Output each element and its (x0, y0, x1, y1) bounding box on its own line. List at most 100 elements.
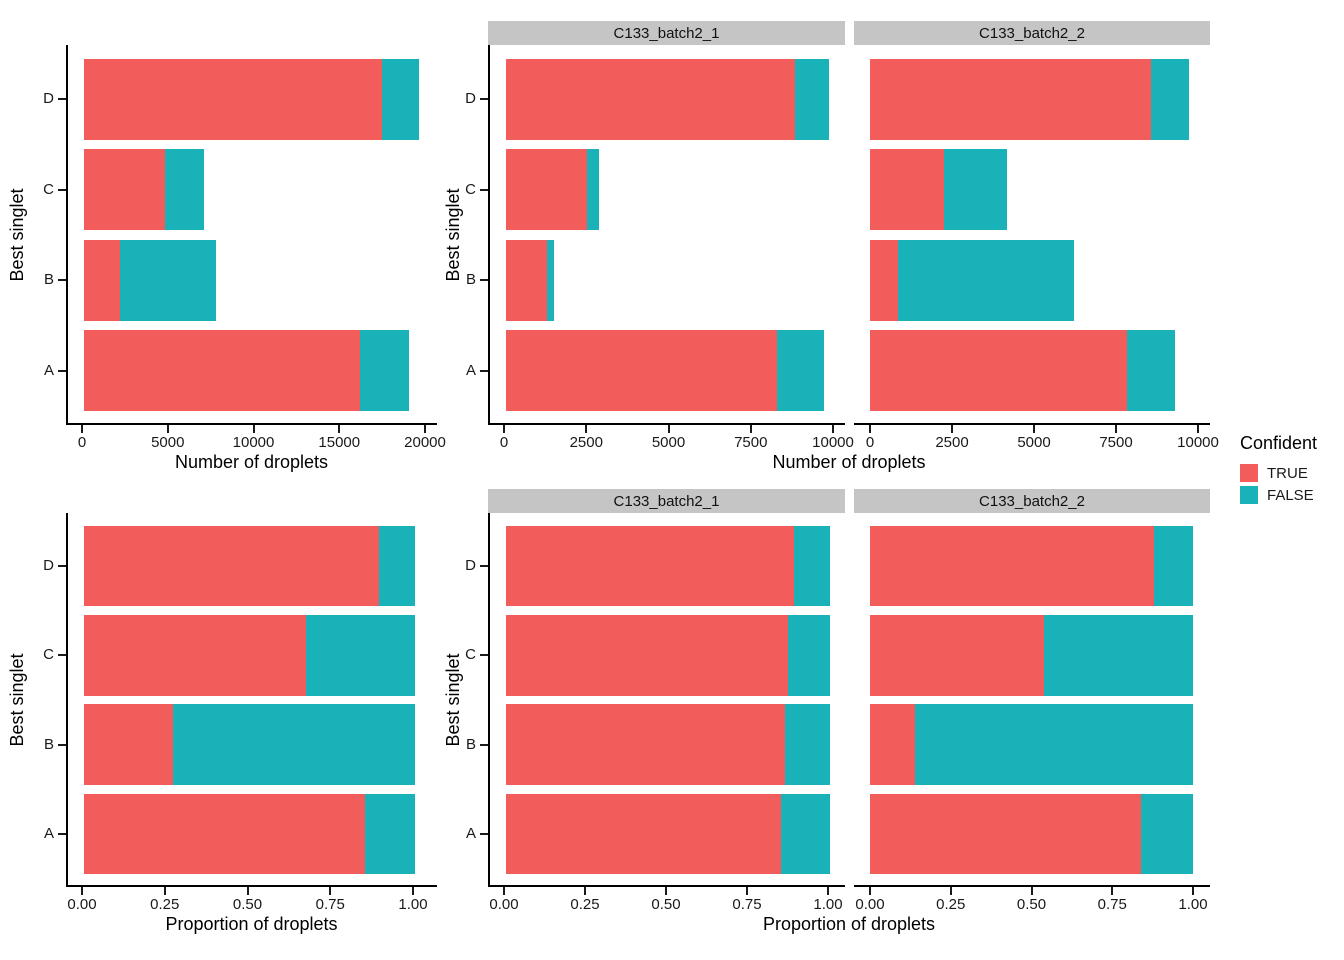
facet-strip: C133_batch2_2 (854, 21, 1210, 45)
facet-strip: C133_batch2_1 (488, 21, 845, 45)
bar-C-false-segment (787, 615, 830, 696)
x-tick-mark (81, 887, 83, 895)
bar-D-true-segment (870, 526, 1155, 607)
bar-A-true-segment (84, 793, 366, 874)
plot-panel (488, 513, 845, 887)
x-tick-mark (503, 425, 505, 433)
bar-A-true-segment (506, 793, 782, 874)
legend-title: Confident (1240, 433, 1318, 453)
y-category-label: B (43, 735, 54, 753)
y-tick-mark (58, 188, 66, 191)
bar-D-false-segment (378, 526, 415, 607)
x-tick-label: 5000 (651, 434, 686, 451)
y-category-label: A (465, 361, 476, 379)
y-tick-mark (480, 279, 488, 282)
y-category-label: B (43, 271, 54, 289)
x-tick-mark (832, 425, 834, 433)
x-tick-mark (166, 425, 169, 433)
plot-panel (854, 45, 1210, 425)
x-tick-mark (585, 425, 588, 433)
x-tick-mark (252, 425, 255, 433)
x-tick-mark (1111, 887, 1114, 895)
bar-D-true-segment (506, 58, 795, 140)
facet-strip: C133_batch2_2 (854, 489, 1210, 513)
x-tick-label: 2500 (569, 434, 603, 451)
x-tick-label: 5000 (1017, 434, 1051, 451)
x-tick-mark (1192, 887, 1194, 895)
x-tick-label: 0 (865, 434, 875, 451)
x-tick-label: 10000 (1177, 434, 1219, 451)
bar-D-true-segment (870, 58, 1152, 140)
x-tick-mark (338, 425, 341, 433)
y-tick-mark (480, 743, 488, 746)
plot-panel (488, 45, 845, 425)
x-axis-title: Proportion of droplets (165, 914, 338, 934)
bar-A-false-segment (781, 793, 830, 874)
bar-C-true-segment (84, 149, 165, 231)
bar-B-true-segment (870, 239, 898, 321)
legend-item-false: FALSE (1240, 486, 1344, 504)
bar-D-false-segment (794, 58, 829, 140)
x-tick-label: 2500 (935, 434, 969, 451)
y-tick-mark (480, 565, 488, 568)
y-tick-mark (58, 279, 66, 282)
x-tick-label: 0.25 (936, 896, 966, 913)
y-category-label: A (465, 824, 476, 842)
bar-A-false-segment (365, 793, 415, 874)
y-category-label: C (465, 180, 476, 198)
bar-C-true-segment (506, 149, 587, 231)
y-tick-mark (58, 832, 66, 835)
y-tick-mark (480, 654, 488, 657)
bar-C-false-segment (164, 149, 205, 231)
x-tick-mark (246, 887, 249, 895)
facet-strip-label: C133_batch2_2 (979, 24, 1085, 42)
x-tick-mark (949, 887, 952, 895)
bar-A-false-segment (1141, 793, 1193, 874)
plot-panel (66, 513, 437, 887)
bar-A-true-segment (506, 330, 777, 412)
bar-C-true-segment (870, 149, 945, 231)
x-tick-mark (869, 425, 871, 433)
chart-droplet-counts-combined: Best singlet 0 5000 10000 15000 20000 A B C D Numb… (0, 0, 470, 472)
x-tick-mark (827, 887, 829, 895)
x-tick-label: 7500 (734, 434, 768, 451)
y-category-label: A (43, 824, 54, 842)
x-tick-mark (746, 887, 748, 895)
x-tick-mark (749, 425, 752, 433)
x-tick-label: 10000 (812, 434, 854, 451)
bar-D-true-segment (84, 58, 382, 140)
x-tick-mark (665, 887, 667, 895)
x-tick-label: 0.25 (150, 896, 180, 913)
bar-A-true-segment (870, 330, 1128, 412)
x-axis-title: Number of droplets (772, 452, 926, 472)
bar-B-true-segment (506, 239, 548, 321)
x-tick-mark (1115, 425, 1117, 433)
plot-panel (854, 513, 1210, 887)
bar-B-true-segment (84, 704, 174, 785)
x-tick-label: 7500 (1099, 434, 1133, 451)
x-tick-mark (1033, 425, 1035, 433)
x-tick-mark (667, 425, 670, 433)
facet-strip-label: C133_batch2_1 (613, 492, 720, 510)
bar-D-false-segment (381, 58, 420, 140)
bar-B-true-segment (84, 239, 120, 321)
x-tick-label: 0.25 (570, 896, 600, 913)
bar-C-false-segment (1044, 615, 1193, 696)
y-category-label: B (465, 735, 476, 753)
x-tick-mark (424, 425, 426, 433)
facet-strip-label: C133_batch2_2 (979, 492, 1085, 510)
bar-C-false-segment (944, 149, 1008, 231)
bar-C-true-segment (84, 615, 306, 696)
legend-swatch-true-icon (1240, 464, 1258, 482)
y-tick-mark (480, 98, 488, 101)
x-tick-label: 0.75 (1097, 896, 1127, 913)
x-tick-label: 0.50 (651, 896, 681, 913)
facet-strip: C133_batch2_1 (488, 489, 845, 513)
x-tick-mark (869, 887, 871, 895)
bar-D-false-segment (1151, 58, 1190, 140)
x-tick-mark (951, 425, 953, 433)
x-tick-mark (329, 887, 332, 895)
x-tick-mark (81, 425, 83, 433)
bar-A-false-segment (1127, 330, 1176, 412)
y-tick-mark (58, 743, 66, 746)
